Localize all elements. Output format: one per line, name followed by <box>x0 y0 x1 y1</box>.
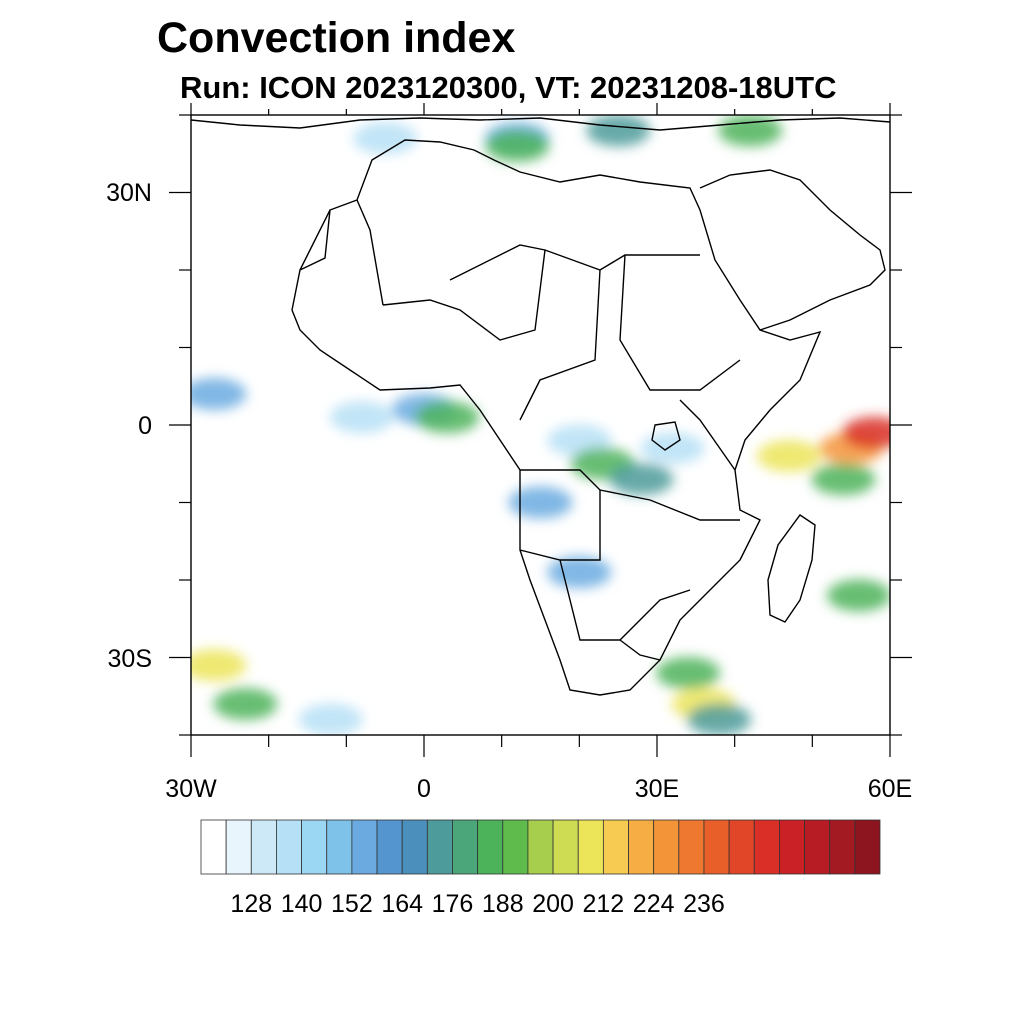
colorbar-swatch <box>452 819 479 875</box>
colorbar-swatch <box>552 819 579 875</box>
colorbar-swatch <box>301 819 328 875</box>
colorbar-swatch <box>250 819 277 875</box>
field-cell-north-atlantic-patch <box>353 122 418 155</box>
colorbar-label: 200 <box>532 890 574 918</box>
field-cell-madagascar-east <box>826 579 890 612</box>
field-cell-natal-2 <box>656 657 721 689</box>
lat-label-30s: 30S <box>108 645 152 673</box>
colorbar-label: 164 <box>381 890 423 918</box>
colorbar-label: 236 <box>683 890 725 918</box>
colorbar-labels: 128 140 152 164 176 188 200 212 224 236 <box>230 890 724 918</box>
colorbar-swatch <box>200 819 227 875</box>
field-cell-natal-3 <box>687 703 752 735</box>
colorbar-label: 176 <box>432 890 474 918</box>
colorbar-swatch <box>753 819 780 875</box>
map-frame <box>190 114 891 736</box>
field-cell-south-atlantic-2 <box>191 649 247 682</box>
colorbar-label: 152 <box>331 890 373 918</box>
colorbar-label: 224 <box>633 890 675 918</box>
colorbar-swatch <box>376 819 403 875</box>
colorbar-swatch <box>502 819 529 875</box>
lat-label-0: 0 <box>138 412 152 440</box>
colorbar-swatch <box>426 819 453 875</box>
colorbar-swatch <box>703 819 730 875</box>
colorbar-swatch <box>326 819 353 875</box>
field-cell-congo-basin <box>609 463 674 496</box>
colorbar-swatch <box>854 819 881 875</box>
field-cell-gulf-of-guinea-1 <box>329 401 394 434</box>
colorbar-swatch <box>225 819 252 875</box>
convection-field <box>191 115 890 735</box>
colorbar-label: 140 <box>281 890 323 918</box>
colorbar-swatch <box>653 819 680 875</box>
colorbar-swatch <box>628 819 655 875</box>
africa-coastline <box>291 139 822 696</box>
field-cell-gulf-of-guinea-3 <box>415 401 480 434</box>
field-cell-mediterranean-east <box>586 115 651 147</box>
colorbar-swatch <box>401 819 428 875</box>
field-cell-atlantic-west <box>191 378 247 410</box>
colorbar-swatch <box>527 819 554 875</box>
colorbar-swatch <box>678 819 705 875</box>
lon-label-0: 0 <box>417 775 431 803</box>
field-cell-kalahari <box>547 556 612 589</box>
lon-label-60e: 60E <box>868 775 912 803</box>
field-cell-south-atlantic-3 <box>298 703 363 735</box>
field-cell-mediterranean-green <box>485 130 550 162</box>
colorbar <box>200 819 881 875</box>
country-borders <box>299 199 741 661</box>
colorbar-swatch <box>829 819 856 875</box>
field-cell-levant <box>718 115 783 147</box>
colorbar-swatch <box>477 819 504 875</box>
lon-label-30e: 30E <box>635 775 679 803</box>
mediterranean-north-coast <box>191 117 890 131</box>
lake-victoria <box>651 421 681 451</box>
colorbar-swatch <box>577 819 604 875</box>
map-title: Convection index <box>157 14 516 62</box>
lat-label-30n: 30N <box>106 179 152 207</box>
colorbar-swatch <box>351 819 378 875</box>
colorbar-swatch <box>779 819 805 875</box>
colorbar-swatch <box>728 819 755 875</box>
field-cell-indian-ocean-4 <box>811 463 876 496</box>
field-cell-east-africa <box>640 432 705 465</box>
arabian-coastline <box>699 169 886 331</box>
coastline-layer <box>191 117 890 696</box>
madagascar <box>767 514 816 623</box>
lon-label-30w: 30W <box>165 775 217 803</box>
colorbar-label: 212 <box>583 890 625 918</box>
colorbar-label: 128 <box>230 890 272 918</box>
axis-ticks <box>169 103 912 757</box>
colorbar-swatch <box>804 819 831 875</box>
field-cell-south-atlantic-1 <box>213 688 278 720</box>
colorbar-swatch <box>276 819 302 875</box>
field-cell-indian-ocean-3 <box>842 416 890 449</box>
map-subtitle: Run: ICON 2023120300, VT: 20231208-18UTC <box>180 70 837 105</box>
colorbar-label: 188 <box>482 890 524 918</box>
colorbar-swatch <box>602 819 629 875</box>
field-cell-indian-ocean-1 <box>757 440 822 472</box>
field-cell-angola <box>508 486 573 519</box>
